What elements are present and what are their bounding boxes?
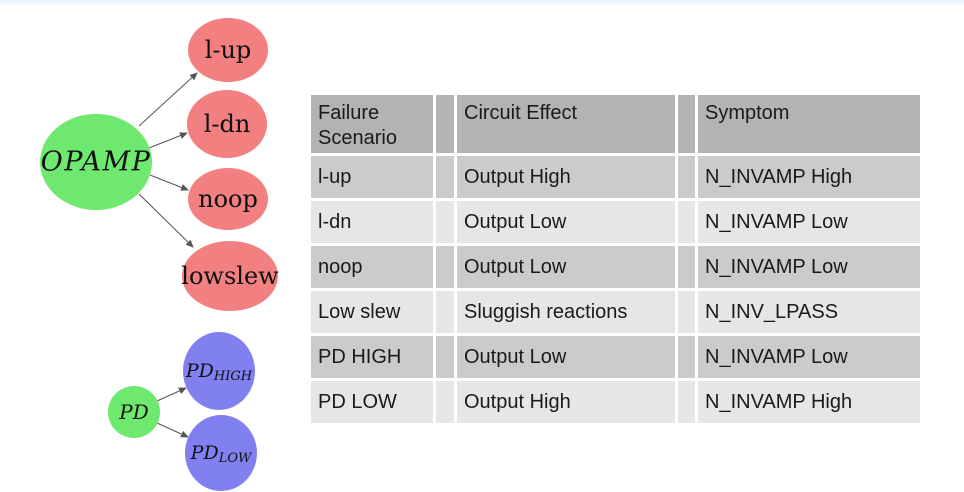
node-pdlow-ellipse: [185, 415, 257, 491]
node-ldn: l-dn: [187, 90, 267, 158]
node-lowslew-label: lowslew: [181, 262, 279, 290]
cell-scenario: Low slew: [311, 291, 433, 333]
cell-spacer: [678, 156, 695, 198]
node-opamp-label: OPAMP: [41, 147, 152, 178]
cell-symptom: N_INVAMP High: [698, 156, 920, 198]
table-row-ldn: l-dn Output Low N_INVAMP Low: [311, 201, 920, 243]
table-header-row: Failure Scenario Circuit Effect Symptom: [311, 95, 920, 153]
cell-scenario: noop: [311, 246, 433, 288]
pdlow-label-main: PD: [190, 442, 219, 464]
node-lup-label: l-up: [205, 36, 252, 64]
cell-spacer: [436, 291, 454, 333]
edge-pd-pdhigh: [156, 387, 187, 402]
table-row-pdhigh: PD HIGH Output Low N_INVAMP Low: [311, 336, 920, 378]
top-strip: [0, 0, 964, 6]
node-pdlow-label: PDLOW: [190, 442, 253, 466]
node-pdhigh: PDHIGH: [183, 332, 255, 410]
cell-scenario: l-dn: [311, 201, 433, 243]
node-pdlow: PDLOW: [185, 415, 257, 491]
cell-spacer: [678, 246, 695, 288]
node-pdhigh-label: PDHIGH: [185, 360, 253, 384]
cell-effect: Output Low: [457, 246, 675, 288]
cell-spacer: [436, 201, 454, 243]
edge-opamp-lowslew: [138, 193, 194, 248]
node-pdhigh-ellipse: [183, 332, 255, 410]
cell-spacer: [436, 381, 454, 423]
cell-scenario: l-up: [311, 156, 433, 198]
node-pd-ellipse: [108, 386, 160, 438]
pdhigh-label-main: PD: [185, 360, 214, 382]
table-row-lowslew: Low slew Sluggish reactions N_INV_LPASS: [311, 291, 920, 333]
node-lup: l-up: [188, 18, 268, 82]
cell-spacer: [678, 291, 695, 333]
cell-effect: Output High: [457, 381, 675, 423]
node-lowslew: lowslew: [181, 241, 279, 311]
cell-effect: Output High: [457, 156, 675, 198]
header-failure-scenario: Failure Scenario: [311, 95, 433, 153]
cell-spacer: [436, 156, 454, 198]
node-ldn-label: l-dn: [204, 110, 251, 138]
pdhigh-label-sub: HIGH: [213, 369, 253, 384]
node-ldn-ellipse: [187, 90, 267, 158]
edge-pd-pdlow: [156, 422, 189, 438]
cell-effect: Sluggish reactions: [457, 291, 675, 333]
node-lup-ellipse: [188, 18, 268, 82]
cell-spacer: [678, 381, 695, 423]
node-noop-label: noop: [198, 185, 258, 213]
cell-scenario: PD LOW: [311, 381, 433, 423]
cell-spacer: [436, 336, 454, 378]
edge-opamp-lup: [138, 72, 198, 127]
node-opamp-ellipse: [40, 114, 152, 210]
cell-effect: Output Low: [457, 201, 675, 243]
edge-opamp-ldn: [148, 132, 188, 149]
cell-spacer: [678, 201, 695, 243]
node-opamp: OPAMP: [40, 114, 152, 210]
cell-symptom: N_INVAMP Low: [698, 201, 920, 243]
cell-spacer: [678, 336, 695, 378]
pdlow-label-sub: LOW: [218, 451, 253, 466]
cell-spacer: [436, 246, 454, 288]
header-symptom: Symptom: [698, 95, 920, 153]
header-circuit-effect: Circuit Effect: [457, 95, 675, 153]
node-pd: PD: [108, 386, 160, 438]
cell-effect: Output Low: [457, 336, 675, 378]
header-spacer-1: [436, 95, 454, 153]
failure-table: Failure Scenario Circuit Effect Symptom …: [308, 92, 923, 426]
cell-symptom: N_INVAMP Low: [698, 246, 920, 288]
cell-symptom: N_INVAMP Low: [698, 336, 920, 378]
node-pd-label: PD: [118, 400, 149, 424]
edge-opamp-noop: [149, 174, 189, 191]
cell-scenario: PD HIGH: [311, 336, 433, 378]
fault-tree-diagram: OPAMP l-up l-dn noop lowslew PD PDHIGH P…: [40, 18, 279, 491]
node-noop-ellipse: [188, 168, 268, 230]
table-row-pdlow: PD LOW Output High N_INVAMP High: [311, 381, 920, 423]
cell-symptom: N_INVAMP High: [698, 381, 920, 423]
table-row-noop: noop Output Low N_INVAMP Low: [311, 246, 920, 288]
node-lowslew-ellipse: [182, 241, 278, 311]
node-noop: noop: [188, 168, 268, 230]
cell-symptom: N_INV_LPASS: [698, 291, 920, 333]
table-row-lup: l-up Output High N_INVAMP High: [311, 156, 920, 198]
header-spacer-2: [678, 95, 695, 153]
